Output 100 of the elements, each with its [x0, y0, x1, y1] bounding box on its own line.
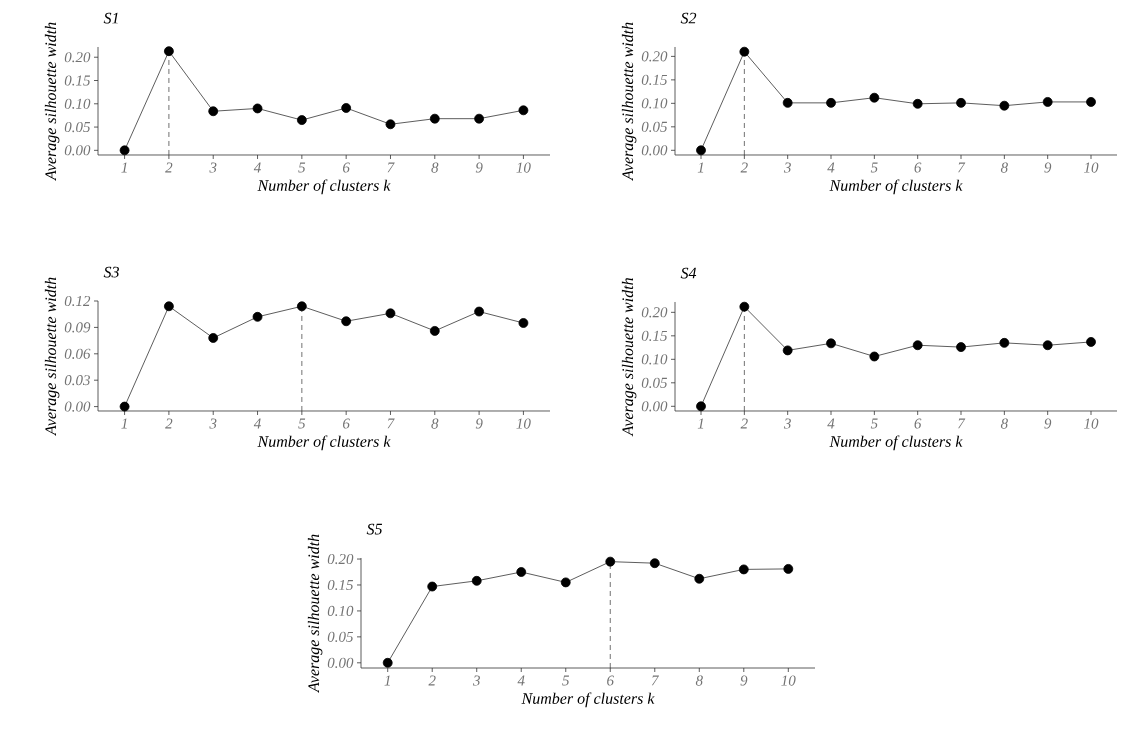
x-tick-label: 6 — [607, 675, 614, 686]
x-axis-title: Number of clusters k — [521, 692, 655, 708]
x-tick-label: 9 — [740, 675, 748, 686]
x-tick-label: 2 — [165, 418, 173, 429]
x-tick-label: 3 — [783, 418, 791, 429]
x-tick-label: 4 — [827, 418, 835, 429]
point — [474, 113, 484, 124]
y-axis-title: Average silhouette width — [44, 277, 60, 436]
x-tick-label: 8 — [1000, 162, 1008, 173]
point — [474, 306, 484, 317]
point — [826, 97, 836, 108]
x-tick-label: 1 — [121, 418, 127, 429]
point — [429, 113, 440, 124]
point — [912, 340, 923, 351]
x-tick-label: 1 — [697, 418, 704, 429]
x-tick-label: 8 — [431, 162, 439, 173]
y-tick-label: 0.10 — [641, 98, 668, 109]
point — [560, 577, 571, 588]
x-tick-label: 4 — [517, 675, 525, 686]
point — [518, 318, 529, 328]
chart-title: S3 — [103, 266, 119, 278]
x-tick-label: 8 — [695, 675, 703, 686]
y-axis-title: Average silhouette width — [307, 534, 323, 693]
point — [518, 105, 529, 116]
point — [385, 119, 396, 130]
x-tick-label: 6 — [343, 162, 350, 173]
y-tick-label: 0.00 — [641, 401, 668, 412]
y-tick-label: 0.20 — [641, 51, 668, 62]
x-tick-label: 5 — [298, 162, 306, 173]
point — [782, 345, 793, 356]
point — [826, 338, 836, 349]
x-tick-label: 8 — [1000, 418, 1008, 429]
x-tick-label: 1 — [121, 162, 127, 173]
y-tick-label: 0.05 — [64, 121, 91, 133]
y-tick-label: 0.15 — [64, 75, 91, 86]
y-tick-label: 0.00 — [327, 657, 354, 668]
y-tick-label: 0.00 — [641, 145, 668, 156]
point — [1042, 97, 1053, 107]
point — [739, 301, 750, 312]
y-tick-label: 0.06 — [64, 348, 91, 359]
point — [208, 333, 219, 343]
chart-title: S4 — [680, 267, 697, 279]
point — [296, 301, 307, 312]
x-tick-label: 5 — [298, 418, 306, 429]
x-tick-label: 7 — [651, 675, 660, 686]
point — [694, 573, 705, 584]
x-tick-label: 10 — [516, 418, 531, 429]
x-tick-label: 5 — [562, 675, 570, 686]
y-tick-label: 0.20 — [327, 553, 354, 565]
x-tick-label: 4 — [253, 162, 261, 173]
x-tick-label: 6 — [343, 418, 350, 429]
point — [516, 567, 527, 577]
y-tick-label: 0.15 — [641, 74, 668, 85]
point — [782, 97, 793, 108]
point — [429, 326, 440, 336]
point — [296, 115, 307, 125]
x-tick-label: 10 — [516, 162, 531, 173]
x-tick-label: 6 — [914, 418, 922, 429]
y-tick-label: 0.15 — [641, 330, 668, 341]
y-tick-label: 0.09 — [64, 322, 91, 333]
x-tick-label: 5 — [870, 418, 878, 429]
x-tick-label: 5 — [870, 162, 878, 173]
x-axis-title: Number of clusters k — [829, 179, 963, 195]
x-tick-label: 7 — [958, 162, 966, 173]
x-tick-label: 9 — [475, 162, 483, 173]
point — [385, 308, 396, 319]
x-tick-label: 9 — [475, 418, 483, 429]
point — [341, 103, 352, 113]
x-tick-label: 7 — [958, 418, 966, 429]
x-axis-title: Number of clusters k — [257, 435, 391, 451]
point — [738, 564, 749, 575]
point — [696, 145, 706, 156]
x-tick-label: 3 — [472, 675, 480, 686]
y-tick-label: 0.10 — [641, 354, 668, 365]
point — [912, 98, 923, 109]
point — [869, 92, 880, 103]
y-tick-label: 0.20 — [64, 52, 91, 63]
point — [999, 337, 1010, 348]
x-tick-label: 10 — [781, 675, 796, 686]
y-tick-label: 0.03 — [64, 375, 90, 386]
y-tick-label: 0.05 — [641, 377, 668, 388]
y-tick-label: 0.15 — [327, 579, 354, 591]
x-tick-label: 2 — [740, 418, 748, 429]
y-tick-label: 0.20 — [641, 307, 668, 318]
point — [999, 100, 1010, 111]
y-tick-label: 0.00 — [64, 401, 91, 412]
point — [696, 401, 706, 412]
y-axis-title: Average silhouette width — [44, 22, 60, 181]
point — [783, 563, 794, 574]
point — [956, 342, 966, 352]
y-tick-label: 0.05 — [327, 631, 354, 642]
point — [605, 556, 616, 567]
x-tick-label: 2 — [740, 162, 748, 173]
y-tick-label: 0.05 — [641, 121, 668, 132]
x-tick-label: 10 — [1084, 162, 1099, 173]
point — [119, 145, 130, 156]
point — [164, 301, 174, 312]
x-tick-label: 1 — [384, 675, 390, 686]
y-axis-title: Average silhouette width — [621, 22, 637, 181]
x-tick-label: 7 — [387, 162, 395, 173]
